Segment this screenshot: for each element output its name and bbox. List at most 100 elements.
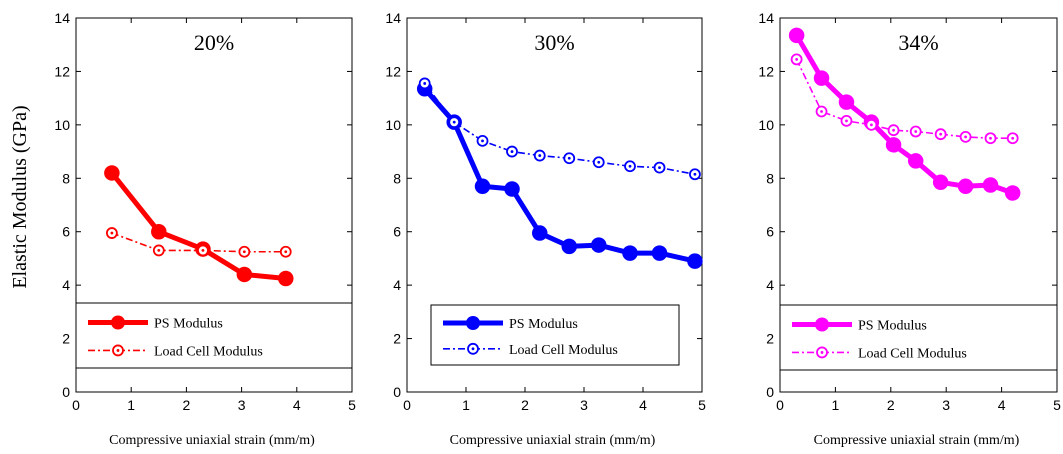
legend-marker-center — [471, 347, 475, 351]
y-tick-label: 2 — [393, 331, 401, 347]
data-point-ps-modulus — [838, 94, 855, 110]
y-tick-label: 14 — [385, 10, 401, 26]
series-line-ps-modulus — [422, 87, 696, 264]
data-point-load-cell-modulus-center — [939, 132, 943, 136]
data-point-load-cell-modulus-center — [242, 250, 246, 254]
x-tick-label: 3 — [580, 397, 588, 413]
data-point-load-cell-modulus-center — [284, 250, 288, 254]
y-tick-label: 8 — [62, 170, 70, 186]
y-tick-label: 10 — [385, 117, 401, 133]
data-point-load-cell-modulus-center — [892, 128, 895, 132]
legend-marker — [111, 315, 125, 330]
x-tick-label: 5 — [348, 397, 356, 413]
y-tick-label: 0 — [766, 384, 774, 400]
y-tick-label: 4 — [766, 277, 774, 293]
x-tick-label: 4 — [998, 397, 1006, 413]
data-point-ps-modulus — [504, 181, 520, 197]
y-tick-label: 14 — [54, 10, 70, 26]
data-point-load-cell-modulus-center — [538, 154, 542, 157]
data-point-load-cell-modulus-center — [110, 231, 114, 235]
data-point-load-cell-modulus-center — [597, 160, 601, 164]
x-tick-label: 4 — [293, 397, 301, 413]
data-point-load-cell-modulus-center — [628, 164, 632, 168]
x-tick-label: 1 — [127, 397, 135, 413]
data-point-load-cell-modulus-center — [201, 249, 205, 252]
x-axis-label: Compressive uniaxial strain (mm/m) — [109, 433, 315, 448]
data-point-ps-modulus — [591, 237, 607, 253]
legend-marker — [815, 317, 829, 332]
series-line-ps-modulus — [794, 34, 1014, 196]
data-point-ps-modulus — [236, 266, 253, 283]
x-tick-label: 1 — [832, 397, 840, 413]
legend-label: Load Cell Modulus — [509, 343, 618, 358]
data-point-ps-modulus — [151, 223, 167, 240]
x-tick-label: 5 — [698, 397, 706, 413]
y-tick-label: 12 — [385, 63, 401, 79]
data-point-load-cell-modulus-center — [423, 82, 427, 85]
legend-label: Load Cell Modulus — [858, 346, 967, 361]
data-point-load-cell-modulus-center — [481, 139, 484, 143]
data-point-load-cell-modulus-center — [658, 166, 661, 170]
panel-title: 30% — [534, 30, 574, 55]
data-point-load-cell-modulus-center — [693, 172, 697, 176]
data-point-ps-modulus — [932, 174, 949, 191]
data-point-ps-modulus — [813, 70, 830, 86]
panel-title: 20% — [194, 30, 234, 55]
panel-title: 34% — [898, 30, 938, 55]
data-point-ps-modulus — [1004, 185, 1021, 201]
data-point-load-cell-modulus-center — [964, 135, 967, 139]
y-tick-label: 8 — [766, 170, 774, 186]
legend-marker-center — [820, 351, 824, 354]
legend-box — [75, 302, 353, 369]
data-point-ps-modulus — [957, 178, 974, 195]
x-tick-label: 2 — [521, 397, 529, 413]
x-tick-label: 0 — [72, 397, 80, 413]
data-point-load-cell-modulus-center — [510, 150, 514, 153]
legend-box — [430, 304, 680, 366]
y-tick-label: 2 — [766, 331, 774, 347]
x-tick-label: 2 — [183, 397, 191, 413]
data-point-load-cell-modulus-center — [845, 119, 848, 123]
series-line-load-cell-modulus — [424, 82, 696, 176]
data-point-ps-modulus — [885, 137, 902, 153]
legend-box — [779, 304, 1058, 371]
legend-marker — [466, 316, 480, 330]
data-point-ps-modulus — [104, 165, 120, 181]
y-tick-label: 12 — [54, 63, 70, 79]
y-tick-label: 10 — [54, 117, 70, 133]
x-tick-label: 0 — [776, 397, 784, 413]
x-tick-label: 5 — [1053, 397, 1061, 413]
x-tick-label: 1 — [462, 397, 470, 413]
data-point-load-cell-modulus-center — [567, 156, 571, 160]
data-point-load-cell-modulus-center — [820, 110, 823, 113]
data-point-ps-modulus — [982, 177, 999, 193]
legend-label: PS Modulus — [858, 319, 927, 334]
y-tick-label: 6 — [62, 224, 70, 240]
data-point-ps-modulus — [651, 245, 668, 261]
x-tick-label: 4 — [639, 397, 647, 413]
data-point-ps-modulus — [278, 270, 294, 287]
data-point-ps-modulus — [561, 238, 577, 255]
x-axis-label: Compressive uniaxial strain (mm/m) — [450, 433, 656, 448]
legend-marker-center — [116, 349, 120, 352]
y-tick-label: 6 — [393, 224, 401, 240]
data-point-ps-modulus — [907, 153, 924, 169]
data-point-load-cell-modulus-center — [1011, 136, 1015, 140]
data-point-load-cell-modulus-center — [870, 123, 873, 127]
legend-label: PS Modulus — [154, 317, 223, 332]
legend-label: Load Cell Modulus — [154, 344, 263, 359]
data-point-ps-modulus — [532, 225, 548, 241]
x-tick-label: 2 — [887, 397, 895, 413]
data-point-ps-modulus — [788, 27, 805, 44]
data-point-load-cell-modulus-center — [795, 58, 799, 61]
y-tick-label: 6 — [766, 224, 774, 240]
data-point-load-cell-modulus-center — [989, 136, 992, 140]
x-tick-label: 3 — [942, 397, 950, 413]
data-point-ps-modulus — [622, 245, 638, 261]
data-point-load-cell-modulus-center — [914, 130, 918, 133]
x-axis-label: Compressive uniaxial strain (mm/m) — [814, 433, 1020, 448]
